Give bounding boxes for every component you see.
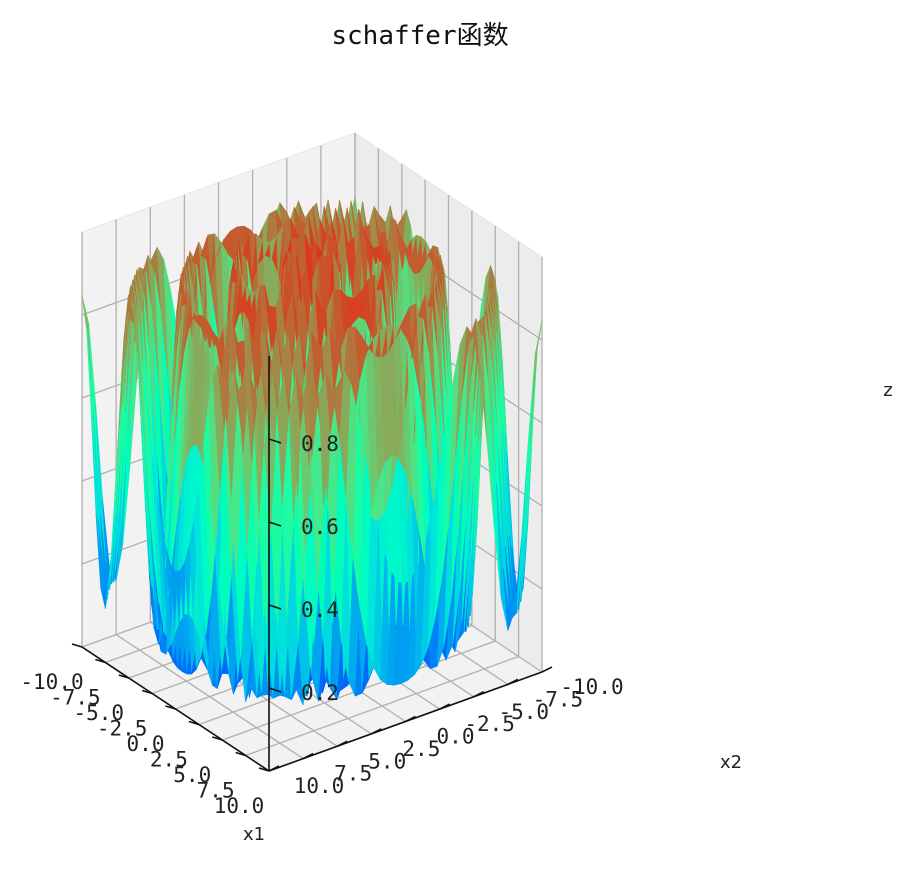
x-tick-mark: [165, 705, 176, 710]
x-tick-label: 0.0: [127, 732, 165, 756]
x-tick-label: 2.5: [150, 748, 188, 772]
x-tick-mark: [258, 767, 270, 772]
y-tick-label: 10.0: [294, 774, 345, 798]
z-tick-mark: [268, 521, 282, 527]
chart-title: schaffer函数: [331, 21, 508, 51]
tick-labels: -10.0-7.5-5.0-2.50.02.55.07.510.0-10.0-7…: [20, 432, 623, 818]
y-tick-mark: [541, 666, 553, 673]
z-tick-mark: [268, 687, 282, 693]
x-tick-mark: [212, 736, 223, 741]
z-tick-label: 0.8: [301, 432, 339, 456]
y-tick-mark: [268, 765, 280, 772]
y-tick-mark: [302, 752, 314, 760]
z-tick-mark: [268, 438, 282, 444]
y-tick-label: -7.5: [533, 687, 584, 711]
x-tick-label: -7.5: [50, 686, 101, 710]
x-tick-mark: [141, 689, 153, 695]
surface-facet: [530, 320, 543, 440]
y-tick-mark: [336, 740, 348, 747]
x-tick-label: -10.0: [20, 670, 83, 694]
z-tick-label: 0.4: [301, 598, 339, 622]
z-axis-label: z: [883, 380, 892, 401]
y-tick-mark: [405, 715, 416, 723]
z-tick-label: 0.2: [301, 681, 339, 705]
x-tick-mark: [95, 658, 106, 664]
y-tick-label: -2.5: [464, 712, 515, 736]
surface-mesh: [81, 196, 543, 706]
y-tick-mark: [507, 678, 519, 686]
y-tick-label: 2.5: [402, 737, 440, 761]
x-tick-label: 10.0: [214, 794, 265, 818]
y-tick-label: 5.0: [368, 749, 406, 773]
z-tick-label: 0.6: [301, 515, 339, 539]
y-axis-label: x2: [720, 752, 742, 773]
x-tick-label: 7.5: [197, 779, 235, 803]
y-tick-mark: [473, 691, 485, 698]
x-tick-mark: [118, 674, 129, 679]
x-tick-label: -5.0: [73, 701, 124, 725]
y-tick-label: 0.0: [437, 725, 475, 749]
y-tick-mark: [371, 728, 382, 735]
x-tick-mark: [71, 643, 83, 648]
x-tick-mark: [188, 720, 200, 726]
x-tick-mark: [235, 751, 246, 757]
y-tick-label: -10.0: [560, 675, 623, 699]
x-tick-label: -2.5: [97, 717, 148, 741]
x-tick-label: 5.0: [173, 763, 211, 787]
y-tick-label: -5.0: [498, 700, 549, 724]
x-axis-label: x1: [243, 824, 265, 845]
gridline-y: [115, 219, 304, 760]
z-tick-mark: [268, 604, 282, 610]
y-tick-mark: [439, 703, 450, 710]
y-tick-label: 7.5: [334, 762, 372, 786]
